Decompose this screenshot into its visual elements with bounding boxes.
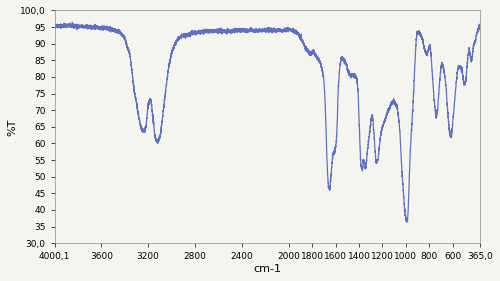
Y-axis label: %T: %T [7,118,17,135]
X-axis label: cm-1: cm-1 [254,264,281,274]
